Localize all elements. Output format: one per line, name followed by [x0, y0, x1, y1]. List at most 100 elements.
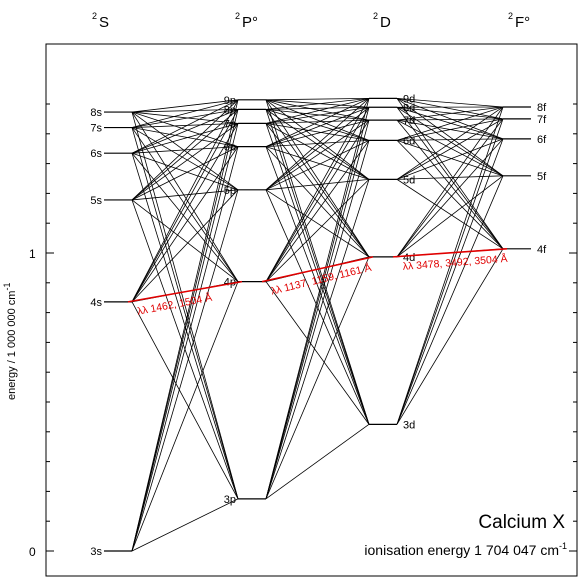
transition-line: [396, 106, 504, 140]
transition-line: [265, 139, 370, 191]
transition-line: [131, 153, 239, 499]
transition-line: [396, 140, 504, 250]
transition-line: [265, 119, 370, 124]
transition-line: [131, 127, 239, 282]
transition-line: [265, 123, 370, 258]
transition-line: [265, 99, 370, 108]
transition-line: [265, 106, 370, 147]
transition-line: [396, 118, 504, 121]
transition-line: [265, 146, 370, 425]
transition-line: [265, 109, 370, 180]
transition-line: [131, 127, 239, 191]
transition-line: [131, 127, 239, 499]
transition-line: [265, 99, 370, 180]
transition-line: [265, 109, 370, 425]
transition-line: [131, 108, 239, 154]
column-header-label: S: [99, 14, 109, 31]
level-label: 9d: [403, 93, 415, 105]
transition-line: [265, 424, 370, 500]
transition-line: [396, 118, 504, 258]
transition-line: [396, 248, 504, 425]
transition-line: [131, 123, 239, 303]
transition-line: [131, 127, 239, 148]
level-label: 6d: [403, 135, 415, 147]
transition-line: [265, 123, 370, 180]
column-header-label: D: [380, 14, 391, 31]
level-label: 6s: [90, 148, 102, 160]
transition-line: [131, 99, 239, 113]
transition-line: [396, 97, 504, 120]
transition-line: [265, 108, 370, 121]
transition-line: [131, 111, 239, 282]
transition-line: [265, 119, 370, 499]
transition-line: [265, 179, 370, 499]
transition-line: [131, 123, 239, 552]
transition-line: [265, 123, 370, 425]
column-header-sup: 2: [92, 11, 97, 21]
transition-line: [131, 122, 239, 128]
level-label: 3d: [403, 419, 415, 431]
level-label: 4s: [90, 297, 102, 309]
level-label: 8s: [90, 107, 102, 119]
transition-line: [265, 99, 370, 141]
transition-line: [265, 97, 370, 101]
transition-line: [396, 175, 504, 425]
level-label: 3s: [90, 546, 102, 558]
transition-line: [131, 109, 239, 303]
transition-line: [396, 106, 504, 121]
transition-line: [396, 138, 504, 141]
level-label: 4f: [537, 244, 547, 256]
column-header-label: P°: [242, 14, 258, 31]
transition-line: [265, 106, 370, 110]
transition-line: [131, 99, 239, 128]
column-header-sup: 2: [235, 11, 240, 21]
transition-line: [131, 146, 239, 154]
transition-line: [131, 146, 239, 303]
transition-line: [265, 119, 370, 148]
axis-ticks: [46, 103, 577, 552]
transition-line: [396, 106, 504, 177]
transition-line: [131, 189, 239, 201]
transition-line: [131, 301, 239, 500]
column-header-f: 2 F°: [508, 11, 530, 31]
transition-line: [396, 106, 504, 120]
column-headers: 2 S 2 P° 2 D 2 F°: [92, 11, 530, 31]
level-label: 7f: [537, 114, 547, 126]
transition-line: [265, 119, 370, 282]
ionisation-energy: ionisation energy 1 704 047 cm-1: [364, 541, 567, 558]
transition-line: [131, 99, 239, 303]
transition-line: [131, 498, 239, 552]
transition-line: [265, 108, 370, 141]
transition-line: [265, 179, 370, 282]
transition-line: [131, 189, 239, 552]
transition-line: [265, 140, 370, 499]
transition-line: [131, 146, 239, 201]
highlight-line: [261, 256, 374, 283]
transition-line: [265, 189, 370, 425]
transition-line: [265, 189, 370, 258]
tick-label-0: 0: [29, 545, 36, 559]
transition-line: [396, 175, 504, 258]
transition-line: [131, 122, 239, 154]
transition-line: [265, 256, 370, 500]
transition-line: [265, 109, 370, 258]
transition-line: [265, 146, 370, 180]
transition-line: [265, 119, 370, 191]
level-label: 9p: [224, 95, 236, 107]
transition-line: [131, 199, 239, 499]
level-label: 6f: [537, 134, 547, 146]
transition-line: [131, 111, 239, 147]
transition-line: [131, 123, 239, 201]
transition-line: [265, 107, 370, 282]
y-axis-title: energy / 1 000 000 cm-1: [2, 283, 18, 400]
transition-line: [396, 138, 504, 425]
transition-line: [396, 98, 504, 250]
transition-line: [396, 106, 504, 425]
level-label: 5f: [537, 171, 547, 183]
transition-line: [131, 152, 239, 282]
highlight-line: [127, 280, 243, 303]
tick-label-1: 1: [29, 247, 36, 261]
transition-line: [396, 179, 504, 250]
transition-line: [396, 138, 504, 180]
